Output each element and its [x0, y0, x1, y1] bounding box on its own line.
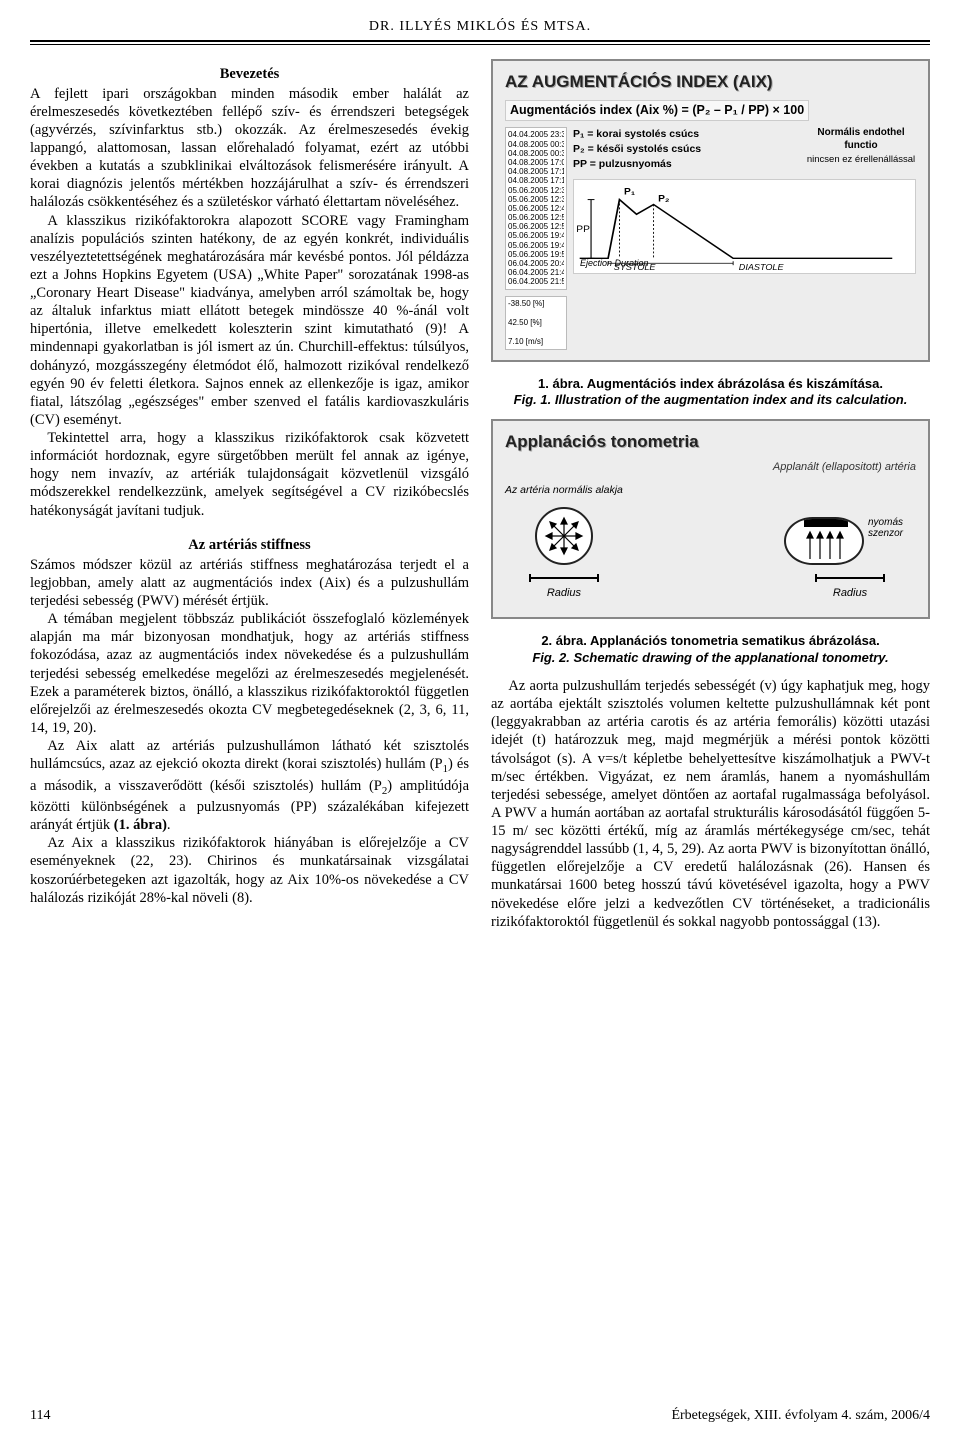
- normal-artery-label: Az artéria normális alakja: [505, 484, 623, 497]
- para-stiff-3: Az Aix alatt az artériás pulzushullámon …: [30, 737, 469, 834]
- aix-def-p1: P₁ = korai systolés csúcs: [573, 127, 701, 142]
- para-right-1: Az aorta pulzushullám terjedés sebességé…: [491, 677, 930, 931]
- figure-2-caption: 2. ábra. Applanációs tonometria sematiku…: [491, 633, 930, 667]
- figure-1-caption: 1. ábra. Augmentációs index ábrázolása é…: [491, 376, 930, 410]
- figure-2-box: Applanációs tonometria Applanált (ellapo…: [491, 419, 930, 619]
- two-column-layout: Bevezetés A fejlett ipari országokban mi…: [30, 59, 930, 1393]
- figure-2-title: Applanációs tonometria: [505, 431, 916, 452]
- section-head-stiffness: Az artériás stiffness: [30, 536, 469, 554]
- ejection-duration-label: Ejection Duration: [580, 258, 649, 269]
- svg-text:PP: PP: [576, 225, 590, 235]
- page-number: 114: [30, 1407, 50, 1425]
- rule-thick: [30, 40, 930, 42]
- svg-text:DIASTOLE: DIASTOLE: [739, 263, 784, 272]
- applanated-label: Applanált (ellapositott) artéria: [505, 461, 916, 475]
- aix-date-list: 04.04.2005 23:3104.08.2005 00:3404.08.20…: [505, 127, 567, 289]
- left-column: Bevezetés A fejlett ipari országokban mi…: [30, 59, 469, 1393]
- p6-seg-a: Az Aix alatt az artériás pulzushullámon …: [30, 738, 469, 772]
- aix-waveform-chart: PP P₁ P₂ SYSTOLE DIASTOLE Ejection Durat…: [573, 179, 916, 274]
- aix-def-pp: PP = pulzusnyomás: [573, 157, 701, 172]
- para-intro-3: Tekintettel arra, hogy a klasszikus rizi…: [30, 429, 469, 520]
- section-head-bevezetes: Bevezetés: [30, 65, 469, 83]
- p6-figref: (1. ábra): [114, 817, 167, 833]
- para-intro-1: A fejlett ipari országokban minden másod…: [30, 85, 469, 212]
- aix-definitions: P₁ = korai systolés csúcs P₂ = késői sys…: [573, 127, 701, 171]
- flattened-artery-part: nyomás szenzor Radius: [784, 517, 916, 601]
- sensor-bar-icon: [804, 517, 848, 527]
- artery-circle-icon: [535, 507, 593, 565]
- aix-formula: Augmentációs index (Aix %) = (P₂ – P₁ / …: [505, 100, 809, 122]
- para-intro-2: A klasszikus rizikófaktorokra alapozott …: [30, 212, 469, 430]
- svg-text:P₂: P₂: [658, 195, 669, 205]
- radius-label-right: Radius: [833, 587, 867, 601]
- figure-1-box: AZ AUGMENTÁCIÓS INDEX (AIX) Augmentációs…: [491, 59, 930, 362]
- para-stiff-1: Számos módszer közül az artériás stiffne…: [30, 556, 469, 610]
- para-stiff-4: Az Aix a klasszikus rizikófaktorok hiány…: [30, 834, 469, 907]
- rule-thin: [30, 44, 930, 45]
- radius-label-left: Radius: [547, 587, 581, 601]
- page-footer: 114 Érbetegségek, XIII. évfolyam 4. szám…: [30, 1407, 930, 1425]
- aix-normal-endothel: Normális endothel functio nincsen ez ére…: [806, 127, 916, 166]
- aix-value-panel: -38.50 [%]42.50 [%]7.10 [m/s]: [505, 296, 567, 350]
- aix-def-p2: P₂ = késői systolés csúcs: [573, 142, 701, 157]
- flat-artery-icon: [784, 517, 864, 565]
- para-stiff-2: A témában megjelent többszáz publikációt…: [30, 610, 469, 737]
- running-head: DR. ILLYÉS MIKLÓS ÉS MTSA.: [30, 18, 930, 36]
- figure-1-title: AZ AUGMENTÁCIÓS INDEX (AIX): [505, 71, 916, 92]
- journal-ref: Érbetegségek, XIII. évfolyam 4. szám, 20…: [671, 1407, 930, 1425]
- svg-text:P₁: P₁: [624, 188, 635, 198]
- normal-artery-part: Az artéria normális alakja: [505, 484, 623, 601]
- right-column: AZ AUGMENTÁCIÓS INDEX (AIX) Augmentációs…: [491, 59, 930, 1393]
- sensor-label: nyomás szenzor: [868, 517, 916, 539]
- radius-bar-left: [529, 577, 599, 579]
- radius-bar-right: [815, 577, 885, 579]
